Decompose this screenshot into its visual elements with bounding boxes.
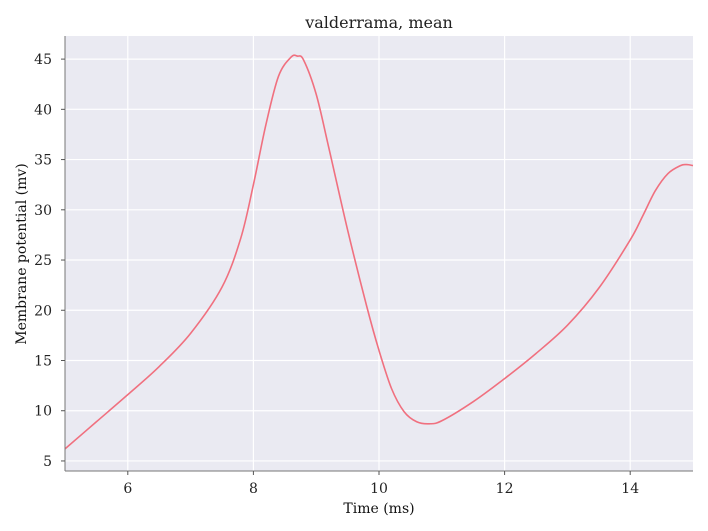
x-tick-label: 8 bbox=[249, 481, 258, 497]
x-tick-label: 14 bbox=[621, 481, 639, 497]
x-tick-label: 12 bbox=[496, 481, 514, 497]
y-ticks: 5 10 15 20 25 30 35 40 45 bbox=[34, 52, 65, 470]
y-tick-label: 30 bbox=[34, 203, 52, 219]
chart-title: valderrama, mean bbox=[304, 13, 453, 32]
series-line-0 bbox=[64, 54, 694, 450]
series-group bbox=[64, 54, 694, 450]
x-axis-label: Time (ms) bbox=[343, 501, 414, 517]
x-tick-label: 6 bbox=[123, 481, 132, 497]
y-tick-label: 20 bbox=[34, 303, 52, 319]
y-tick-label: 5 bbox=[43, 454, 52, 470]
y-tick-label: 10 bbox=[34, 404, 52, 420]
x-ticks: 6 8 10 12 14 bbox=[123, 471, 639, 497]
y-tick-label: 40 bbox=[34, 102, 52, 118]
x-tick-label: 10 bbox=[370, 481, 388, 497]
y-axis-label: Membrane potential (mv) bbox=[14, 163, 30, 344]
y-tick-label: 35 bbox=[34, 153, 52, 169]
gridlines bbox=[65, 36, 693, 471]
y-tick-label: 15 bbox=[34, 353, 52, 369]
y-tick-label: 25 bbox=[34, 253, 52, 269]
y-tick-label: 45 bbox=[34, 52, 52, 68]
